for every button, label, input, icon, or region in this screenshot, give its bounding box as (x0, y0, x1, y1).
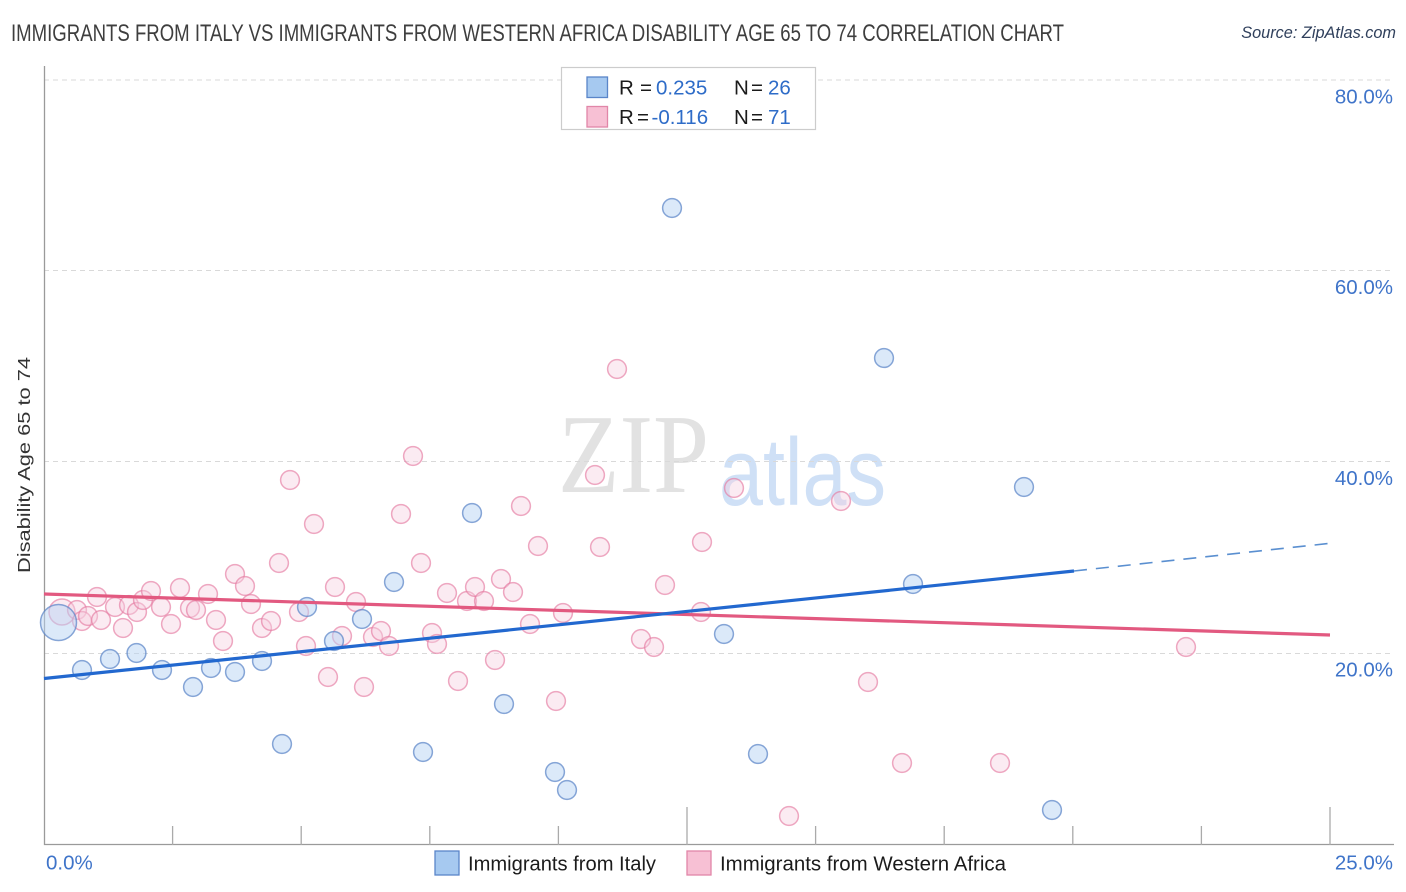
svg-text:=: = (751, 77, 763, 100)
svg-text:0.0%: 0.0% (46, 852, 93, 875)
svg-text:-0.116: -0.116 (652, 106, 709, 129)
svg-text:25.0%: 25.0% (1335, 852, 1393, 875)
svg-text:=: = (751, 106, 763, 129)
svg-text:IMMIGRANTS FROM ITALY VS IMMIG: IMMIGRANTS FROM ITALY VS IMMIGRANTS FROM… (11, 20, 1064, 47)
svg-text:71: 71 (768, 106, 791, 129)
svg-text:Source: ZipAtlas.com: Source: ZipAtlas.com (1241, 24, 1396, 42)
svg-text:N: N (734, 106, 749, 129)
svg-text:20.0%: 20.0% (1335, 659, 1393, 682)
svg-text:Immigrants from Western Africa: Immigrants from Western Africa (720, 853, 1007, 876)
svg-text:80.0%: 80.0% (1335, 86, 1393, 109)
svg-text:40.0%: 40.0% (1335, 467, 1393, 490)
svg-text:0.235: 0.235 (656, 77, 707, 100)
svg-text:=: = (637, 106, 649, 129)
svg-text:N: N (734, 77, 749, 100)
svg-text:60.0%: 60.0% (1335, 276, 1393, 299)
svg-text:R: R (619, 77, 634, 100)
svg-text:26: 26 (768, 77, 791, 100)
svg-text:=: = (640, 77, 652, 100)
svg-text:Disability Age 65 to 74: Disability Age 65 to 74 (14, 357, 34, 573)
svg-text:Immigrants from Italy: Immigrants from Italy (468, 853, 657, 876)
svg-text:ZIP: ZIP (558, 393, 709, 517)
svg-text:R: R (619, 106, 634, 129)
svg-text:atlas: atlas (719, 419, 886, 526)
